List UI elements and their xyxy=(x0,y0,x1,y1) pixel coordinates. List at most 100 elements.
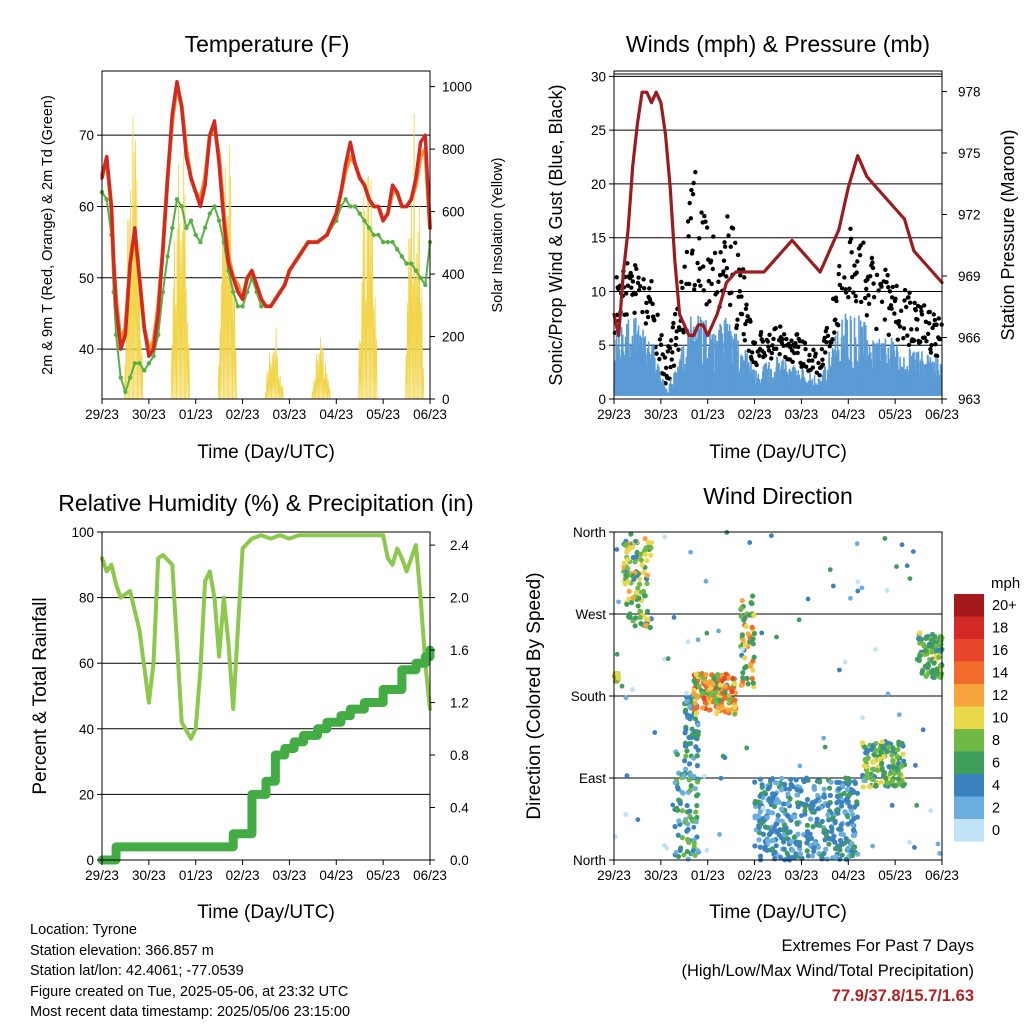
gust-point xyxy=(726,233,731,238)
x-tick-label: 05/23 xyxy=(878,868,912,883)
y2-tick-label: 1.6 xyxy=(450,643,469,658)
gust-point xyxy=(868,273,873,279)
y2-tick-label: 800 xyxy=(442,142,465,157)
colorbar-swatch xyxy=(954,751,984,774)
direction-point xyxy=(645,540,651,546)
direction-point xyxy=(630,595,636,601)
direction-point xyxy=(693,671,699,677)
gust-point xyxy=(884,279,889,285)
direction-point xyxy=(840,783,846,789)
direction-point xyxy=(934,666,940,672)
direction-point xyxy=(750,641,756,647)
gust-point xyxy=(925,331,931,337)
y2-tick-label: 975 xyxy=(958,146,981,161)
direction-point xyxy=(730,675,736,681)
direction-point xyxy=(809,800,815,806)
direction-point xyxy=(704,847,710,853)
gust-point xyxy=(633,291,638,297)
direction-point xyxy=(850,827,857,833)
gust-point xyxy=(663,381,668,386)
gust-point xyxy=(862,295,868,301)
gust-point xyxy=(879,299,885,304)
gust-point xyxy=(668,338,674,343)
direction-point xyxy=(717,682,723,688)
x-tick-label: 01/23 xyxy=(691,868,725,883)
gust-point xyxy=(703,219,708,224)
direction-point xyxy=(693,710,700,716)
y-tick-label: 20 xyxy=(591,177,606,192)
gust-point xyxy=(630,279,636,284)
direction-point xyxy=(765,838,771,844)
direction-point xyxy=(622,542,629,548)
gust-point xyxy=(813,351,818,356)
direction-point xyxy=(826,841,832,847)
direction-point xyxy=(797,763,803,769)
direction-point xyxy=(628,531,634,537)
gust-point xyxy=(712,250,718,256)
direction-point xyxy=(616,599,621,605)
direction-point xyxy=(647,624,653,631)
direction-point xyxy=(756,837,762,843)
direction-point xyxy=(811,848,817,854)
direction-point xyxy=(717,832,722,837)
colorbar-swatch xyxy=(954,729,984,752)
gust-point xyxy=(673,342,678,348)
direction-point xyxy=(775,817,781,823)
direction-point xyxy=(791,834,797,840)
gust-point xyxy=(758,329,764,335)
y2-tick-label: 2.4 xyxy=(450,538,469,553)
colorbar-label: 0 xyxy=(992,823,1000,839)
direction-point xyxy=(937,851,943,856)
direction-point xyxy=(716,628,721,634)
direction-point xyxy=(928,808,934,814)
direction-point xyxy=(855,588,861,594)
direction-point xyxy=(686,777,692,783)
direction-point xyxy=(635,817,641,823)
direction-point xyxy=(799,813,804,819)
direction-point xyxy=(624,601,630,607)
temperature-xlabel: Time (Day/UTC) xyxy=(197,442,335,463)
direction-point xyxy=(694,733,701,739)
gust-point xyxy=(889,306,894,311)
direction-point xyxy=(626,546,633,552)
wind-gust-points xyxy=(612,169,944,386)
humidity-y-ticks: 0 20 40 60 80 100 xyxy=(71,525,102,868)
direction-point xyxy=(732,704,738,710)
gust-point xyxy=(918,339,923,345)
direction-point xyxy=(935,841,941,847)
y-tick-label: 15 xyxy=(591,231,606,246)
y2-tick-label: 969 xyxy=(958,269,981,284)
direction-point xyxy=(674,751,680,758)
gust-point xyxy=(733,240,738,245)
direction-point xyxy=(938,641,944,647)
direction-point xyxy=(630,554,636,561)
gust-point xyxy=(649,278,654,284)
direction-point xyxy=(757,809,763,815)
direction-point xyxy=(767,799,773,805)
direction-point xyxy=(637,614,643,621)
direction-point xyxy=(929,649,935,655)
gust-point xyxy=(687,200,692,206)
gust-point xyxy=(690,248,695,253)
direction-point xyxy=(849,811,856,818)
dewpoint-line xyxy=(101,191,431,393)
station-location: Location: Tyrone xyxy=(30,922,137,938)
direction-point xyxy=(675,832,681,838)
direction-point xyxy=(682,707,689,713)
direction-point xyxy=(751,631,757,637)
direction-point xyxy=(811,845,817,850)
direction-point xyxy=(687,787,693,793)
gust-point xyxy=(676,347,681,352)
direction-point xyxy=(869,766,876,772)
gust-point xyxy=(911,338,917,343)
direction-point xyxy=(825,812,831,818)
direction-point xyxy=(722,690,728,696)
direction-point xyxy=(828,779,834,785)
direction-point xyxy=(898,763,905,770)
direction-point xyxy=(743,623,749,630)
gust-point xyxy=(670,325,676,330)
gust-point xyxy=(701,288,706,293)
direction-point xyxy=(684,828,690,834)
gust-point xyxy=(934,322,939,327)
direction-point xyxy=(817,822,823,828)
